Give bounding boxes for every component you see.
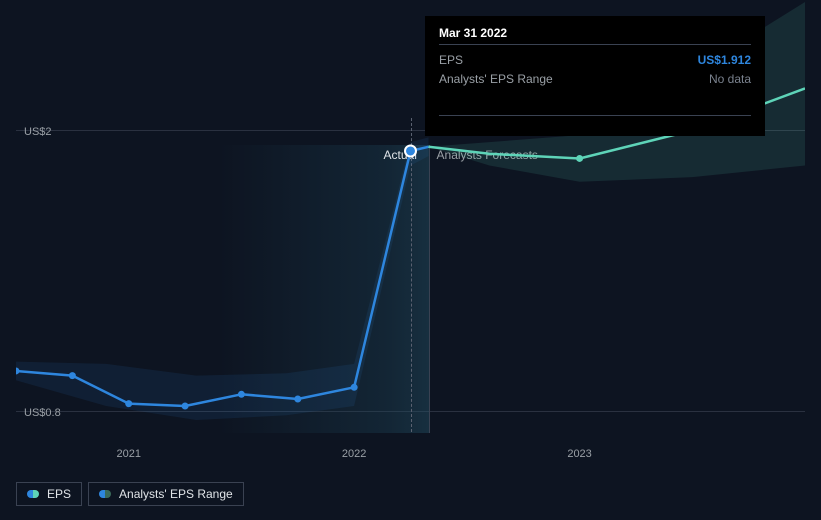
legend-item-eps[interactable]: EPS [16,482,82,506]
legend-label-eps: EPS [47,487,71,501]
tooltip-row-eps: EPS US$1.912 [439,51,751,70]
legend-item-range[interactable]: Analysts' EPS Range [88,482,244,506]
tooltip-divider-top [439,44,751,45]
hover-tooltip: Mar 31 2022 EPS US$1.912 Analysts' EPS R… [425,16,765,136]
tooltip-date: Mar 31 2022 [439,26,751,40]
legend-swatch-eps [27,490,39,498]
x-axis-tick-label-1: 2022 [342,448,366,460]
tooltip-row-eps-value: US$1.912 [698,51,751,70]
tooltip-row-eps-key: EPS [439,51,463,70]
chart-legend: EPS Analysts' EPS Range [16,482,244,506]
tooltip-row-range-key: Analysts' EPS Range [439,70,553,89]
y-axis-tick-label-1: US$0.8 [24,407,61,419]
x-axis-tick-label-2: 2023 [567,448,591,460]
legend-swatch-range [99,490,111,498]
x-axis-tick-label-0: 2021 [116,448,140,460]
tooltip-divider-bottom [439,115,751,116]
eps-chart: Actual Analysts Forecasts US$2 US$0.8 20… [0,0,821,520]
legend-label-range: Analysts' EPS Range [119,487,233,501]
tooltip-row-range-value: No data [709,70,751,89]
y-axis-tick-label-0: US$2 [24,126,52,138]
tooltip-row-range: Analysts' EPS Range No data [439,70,751,89]
